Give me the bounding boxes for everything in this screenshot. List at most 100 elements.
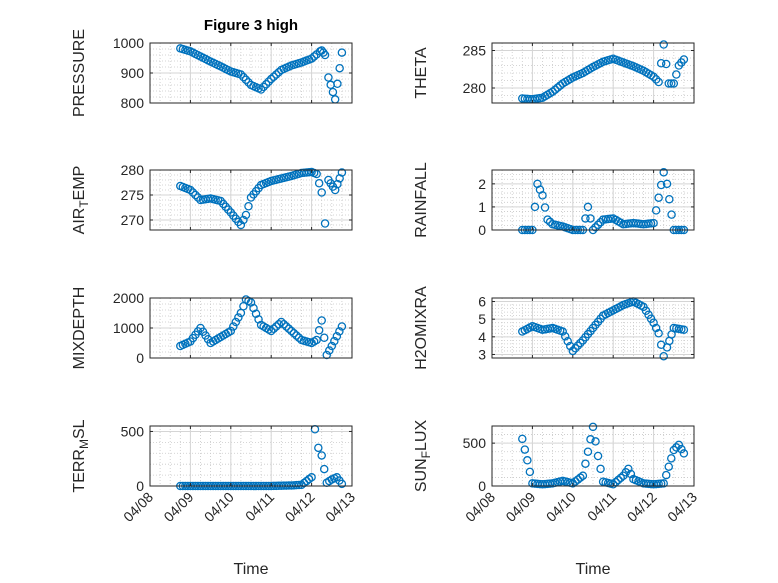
data-point xyxy=(266,326,276,336)
data-point xyxy=(548,87,557,97)
y-axis-label: TERRMSL xyxy=(71,419,91,492)
x-axis-label: Time xyxy=(576,561,611,578)
y-axis-label: THETA xyxy=(413,47,430,99)
data-point xyxy=(563,336,573,346)
axes-box xyxy=(491,425,695,487)
data-point xyxy=(279,319,289,329)
x-tick-label: 04/13 xyxy=(322,489,358,525)
data-point xyxy=(193,193,203,202)
data-point xyxy=(287,326,296,336)
data-point xyxy=(525,467,535,477)
data-point xyxy=(261,80,271,89)
data-point xyxy=(317,451,326,460)
y-tick-label: 1000 xyxy=(113,320,144,336)
y-tick-label: 275 xyxy=(121,187,145,203)
data-point xyxy=(583,202,593,212)
data-point xyxy=(616,473,626,483)
data-point xyxy=(325,346,334,355)
data-point xyxy=(320,219,330,228)
data-point xyxy=(335,63,344,73)
data-point xyxy=(335,327,344,336)
axes-box xyxy=(491,42,695,104)
figure-title: Figure 3 high xyxy=(204,17,298,34)
data-point xyxy=(667,454,676,463)
data-point xyxy=(578,471,588,480)
data-point xyxy=(571,344,580,353)
data-point xyxy=(649,218,658,228)
data-point xyxy=(649,318,658,327)
y-tick-label: 500 xyxy=(463,435,487,451)
subplot-air-temp: 270 275 280 AIRTEMP xyxy=(71,162,353,234)
y-tick-label: 280 xyxy=(463,80,487,96)
y-axis-label: SUNFLUX xyxy=(413,420,433,493)
data-point xyxy=(186,185,195,195)
data-point xyxy=(337,479,347,489)
data-point xyxy=(679,449,689,458)
data-point xyxy=(659,479,668,488)
subplot-h2omixra: 34 56 H2OMIXRA xyxy=(413,286,695,370)
data-point xyxy=(226,326,236,336)
data-point xyxy=(274,319,284,329)
data-point xyxy=(608,480,618,489)
data-point xyxy=(520,445,530,454)
data-point xyxy=(540,203,550,212)
data-point xyxy=(229,322,238,331)
data-point xyxy=(677,444,686,454)
data-point xyxy=(624,464,633,474)
data-point xyxy=(314,325,324,335)
data-point xyxy=(239,72,248,82)
data-point xyxy=(239,215,248,225)
data-point xyxy=(241,210,251,220)
data-point xyxy=(294,480,304,490)
data-point xyxy=(284,324,294,333)
data-point xyxy=(309,52,319,61)
series-markers xyxy=(518,422,689,489)
data-point xyxy=(581,459,590,468)
data-point xyxy=(236,220,246,230)
data-point xyxy=(319,333,329,342)
axes-box xyxy=(491,169,695,231)
y-tick-label: 2 xyxy=(478,176,486,192)
data-point xyxy=(269,72,278,82)
data-point xyxy=(591,223,600,232)
series-markers xyxy=(176,44,347,104)
data-point xyxy=(568,346,578,356)
data-point xyxy=(573,341,583,350)
series-markers xyxy=(518,297,689,361)
data-point xyxy=(656,180,666,190)
y-tick-label: 4 xyxy=(478,329,486,345)
data-point xyxy=(661,59,671,69)
data-point xyxy=(626,469,636,479)
data-point xyxy=(659,351,668,361)
data-point xyxy=(672,70,681,79)
y-axis-label: MIXDEPTH xyxy=(71,287,88,370)
x-tick-label: 04/08 xyxy=(120,489,156,525)
subplot-pressure: 800 900 1000 PRESSURE xyxy=(71,29,353,117)
x-tick-label: 04/12 xyxy=(282,489,318,525)
y-tick-label: 5 xyxy=(478,311,486,327)
data-point xyxy=(651,75,661,84)
data-point xyxy=(665,194,674,204)
data-point xyxy=(543,215,552,224)
data-point xyxy=(322,350,331,360)
y-tick-label: 270 xyxy=(121,212,145,228)
data-point xyxy=(672,443,681,452)
data-point xyxy=(324,73,333,82)
data-point xyxy=(596,464,605,474)
y-tick-label: 0 xyxy=(478,222,486,238)
data-point xyxy=(576,473,585,482)
data-point xyxy=(679,55,689,64)
data-point xyxy=(292,480,301,490)
data-point xyxy=(591,437,600,446)
subplot-theta: 280 285 THETA xyxy=(413,40,695,104)
y-tick-label: 500 xyxy=(121,423,145,439)
x-tick-label: 04/10 xyxy=(543,489,579,525)
y-tick-label: 800 xyxy=(121,95,145,111)
data-point xyxy=(654,329,663,338)
series-markers xyxy=(518,168,689,235)
data-point xyxy=(314,443,323,453)
data-point xyxy=(317,188,326,197)
data-point xyxy=(327,341,337,351)
